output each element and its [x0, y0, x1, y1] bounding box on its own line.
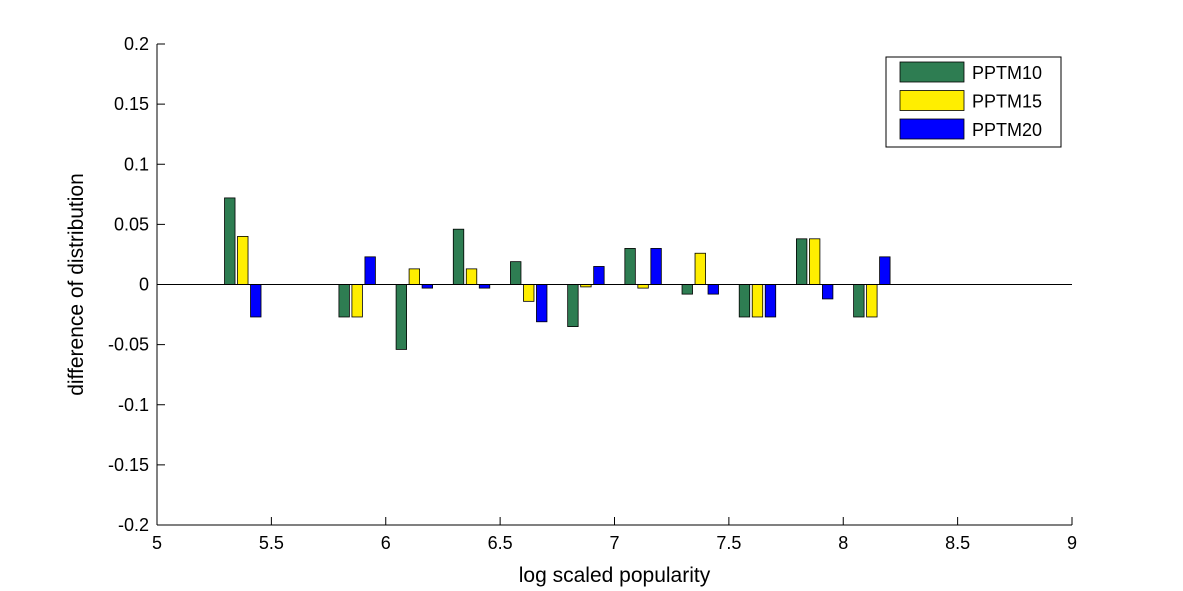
y-tick-label: -0.1: [118, 395, 149, 415]
bar-pptm20-2: [421, 284, 433, 289]
bar-pptm10-4: [510, 261, 522, 285]
bar-pptm15-6: [637, 284, 649, 289]
bar-pptm10-8: [738, 284, 751, 318]
legend-label-pptm15: PPTM15: [972, 92, 1042, 112]
x-tick-label: 8.5: [945, 533, 970, 553]
x-tick-label: 7: [609, 533, 619, 553]
x-tick-label: 6.5: [488, 533, 513, 553]
bar-pptm20-4: [536, 284, 548, 323]
x-tick-label: 6: [381, 533, 391, 553]
legend-swatch-pptm10: [899, 61, 965, 83]
x-tick-label: 5: [152, 533, 162, 553]
x-tick-label: 7.5: [716, 533, 741, 553]
axes-layer: -0.2 -0.15 -0.1 -0.05 0 0.05 0.1 0.15 0.2 5 5.5 6 6.…: [108, 34, 1077, 553]
legend-label-pptm10: PPTM10: [972, 63, 1042, 83]
bar-pptm20-7: [707, 284, 719, 295]
bar-pptm20-10: [879, 256, 891, 285]
bar-pptm20-3: [478, 284, 491, 289]
bars-layer: [224, 197, 891, 350]
bar-pptm10-6: [624, 248, 636, 285]
y-tick-label: 0.05: [114, 214, 149, 234]
y-tick-label: 0.15: [114, 94, 149, 114]
bar-pptm15-8: [751, 284, 764, 318]
legend-swatch-pptm20: [899, 118, 965, 140]
x-tick-label: 9: [1067, 533, 1077, 553]
bar-pptm15-1: [351, 284, 363, 318]
y-tick-label: -0.05: [108, 335, 149, 355]
legend-swatch-pptm15: [899, 90, 965, 111]
bar-pptm20-9: [822, 284, 834, 300]
y-tick-label: -0.2: [118, 515, 149, 535]
bar-pptm15-3: [465, 268, 478, 285]
bar-pptm15-10: [866, 284, 878, 318]
bar-pptm10-9: [796, 238, 808, 285]
x-tick-label: 5.5: [259, 533, 284, 553]
y-tick-label: -0.15: [108, 455, 149, 475]
bar-pptm15-7: [694, 252, 706, 285]
bar-pptm20-5: [593, 266, 605, 285]
legend: PPTM10 PPTM15 PPTM20: [885, 56, 1062, 148]
y-axis-label: difference of distribution: [65, 173, 88, 396]
bar-pptm15-4: [523, 284, 535, 302]
bar-pptm15-9: [809, 238, 821, 285]
bar-pptm20-1: [364, 256, 376, 285]
legend-label-pptm20: PPTM20: [972, 120, 1042, 140]
x-axis-label: log scaled popularity: [519, 564, 711, 587]
bar-pptm10-1: [338, 284, 350, 318]
bar-pptm20-8: [764, 284, 777, 318]
bar-pptm20-0: [250, 284, 262, 318]
bar-pptm20-6: [650, 248, 662, 285]
bar-pptm10-7: [681, 284, 693, 295]
bar-pptm10-3: [452, 228, 465, 285]
bar-pptm15-2: [408, 268, 420, 285]
y-tick-label: 0.2: [124, 34, 149, 54]
bar-pptm15-0: [237, 235, 249, 285]
bar-pptm10-2: [395, 284, 407, 350]
x-tick-label: 8: [838, 533, 848, 553]
bar-pptm10-5: [567, 284, 579, 327]
bar-pptm10-10: [853, 284, 865, 318]
y-tick-label: 0: [139, 275, 149, 295]
y-tick-label: 0.1: [124, 154, 149, 174]
bar-pptm10-0: [224, 197, 236, 285]
